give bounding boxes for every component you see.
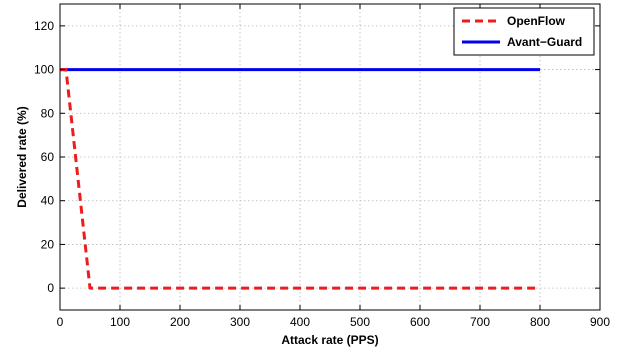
- y-tick-label: 40: [41, 194, 55, 208]
- legend-label-openflow: OpenFlow: [507, 14, 566, 28]
- axis-ticks: 0 100 200 300 400 500 600 700 800 900 0 20 40 60 80 100…: [34, 4, 610, 329]
- y-tick-label: 80: [41, 106, 55, 120]
- x-tick-label: 700: [470, 315, 490, 329]
- legend: OpenFlow Avant−Guard: [453, 7, 595, 56]
- y-tick-label: 20: [41, 237, 55, 251]
- y-tick-label: 0: [47, 281, 54, 295]
- x-tick-label: 0: [57, 315, 64, 329]
- y-tick-label: 60: [41, 150, 55, 164]
- x-axis-label: Attack rate (PPS): [281, 333, 378, 347]
- grid: [60, 4, 600, 310]
- x-tick-label: 400: [290, 315, 310, 329]
- x-tick-label: 600: [410, 315, 430, 329]
- x-tick-label: 100: [110, 315, 130, 329]
- legend-box: [453, 7, 595, 56]
- x-tick-label: 300: [230, 315, 250, 329]
- legend-label-avant-guard: Avant−Guard: [507, 35, 582, 49]
- y-tick-label: 100: [34, 63, 54, 77]
- x-tick-label: 800: [530, 315, 550, 329]
- y-axis-label: Delivered rate (%): [15, 106, 29, 207]
- x-tick-label: 200: [170, 315, 190, 329]
- x-tick-label: 900: [590, 315, 610, 329]
- x-tick-label: 500: [350, 315, 370, 329]
- y-tick-label: 120: [34, 19, 54, 33]
